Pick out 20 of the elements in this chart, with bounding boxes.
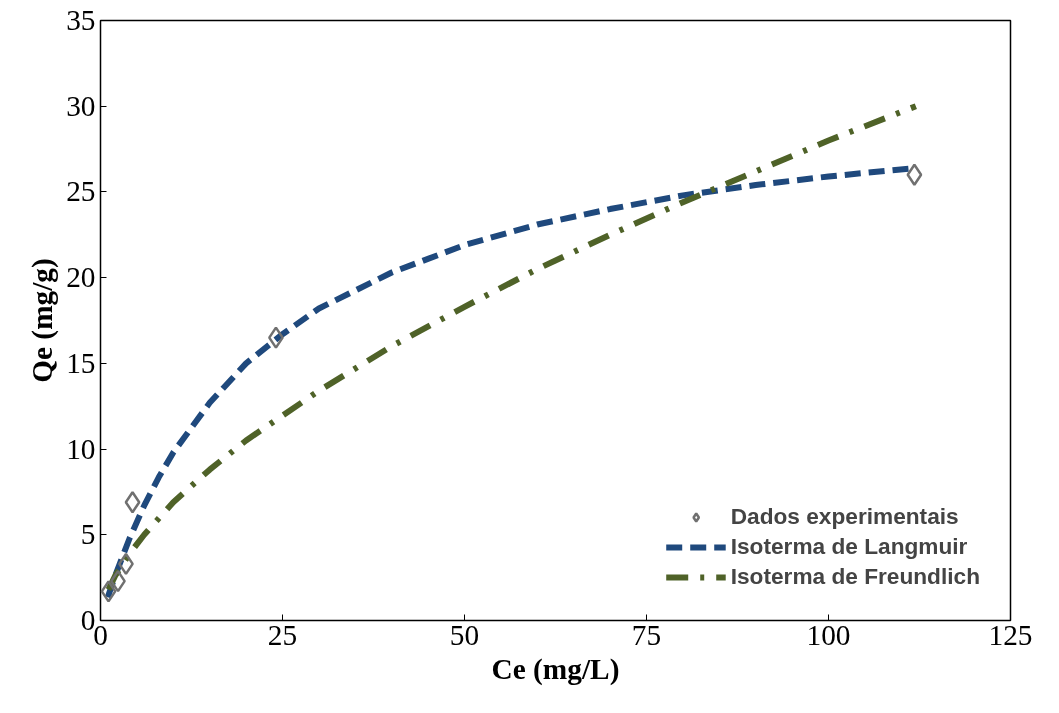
y-tick-label: 20 [66, 261, 96, 294]
y-tick-label: 10 [66, 432, 96, 465]
x-tick-label: 50 [449, 618, 480, 651]
point [124, 490, 141, 514]
y-tick-label: 15 [66, 346, 96, 379]
legend-label: Isoterma de Langmuir [730, 533, 968, 560]
y-tick-label: 5 [80, 518, 96, 551]
y-tick-label: 25 [66, 175, 96, 208]
x-axis-title: Ce (mg/L) [491, 652, 620, 686]
x-tick-label: 75 [631, 618, 662, 651]
x-tick-label: 125 [988, 618, 1033, 651]
legend-label: Dados experimentais [730, 503, 959, 530]
point [100, 580, 117, 603]
x-tick-label: 100 [806, 618, 851, 651]
point [906, 163, 923, 187]
y-tick-label: 35 [66, 4, 96, 36]
x-tick-label: 25 [267, 618, 298, 651]
y-tick-label: 30 [66, 89, 96, 122]
y-axis-title: Qe (mg/g) [26, 258, 60, 383]
legend-label: Isoterma de Freundlich [730, 563, 980, 590]
